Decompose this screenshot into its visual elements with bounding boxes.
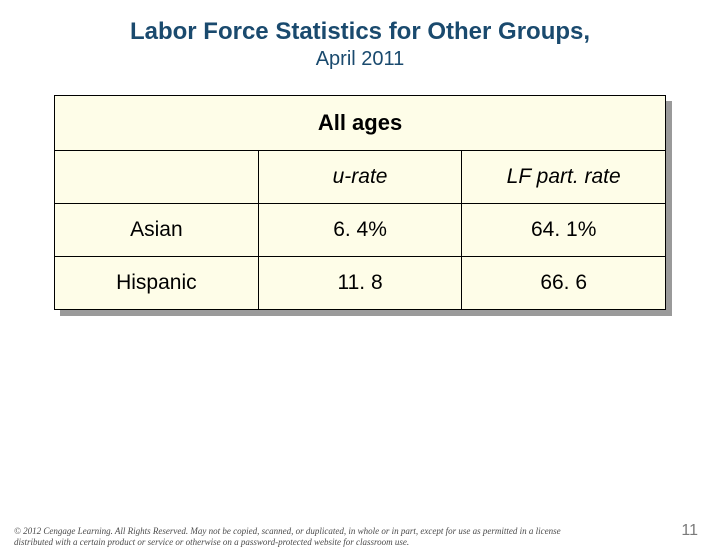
row-label: Asian: [55, 204, 259, 257]
page-number: 11: [681, 522, 698, 540]
table-row: Asian 6. 4% 64. 1%: [55, 204, 666, 257]
row-label: Hispanic: [55, 257, 259, 310]
slide-subtitle: April 2011: [0, 48, 720, 71]
table-merged-header: All ages: [55, 96, 666, 151]
copyright-footer: © 2012 Cengage Learning. All Rights Rese…: [14, 526, 574, 549]
slide-title: Labor Force Statistics for Other Groups,: [0, 18, 720, 46]
col-header-blank: [55, 151, 259, 204]
col-header-urate: u-rate: [258, 151, 462, 204]
cell-urate: 6. 4%: [258, 204, 462, 257]
table-container: All ages u-rate LF part. rate Asian 6. 4…: [54, 95, 666, 310]
cell-lfrate: 66. 6: [462, 257, 666, 310]
col-header-lfrate: LF part. rate: [462, 151, 666, 204]
cell-urate: 11. 8: [258, 257, 462, 310]
stats-table: All ages u-rate LF part. rate Asian 6. 4…: [54, 95, 666, 310]
cell-lfrate: 64. 1%: [462, 204, 666, 257]
table-row: Hispanic 11. 8 66. 6: [55, 257, 666, 310]
